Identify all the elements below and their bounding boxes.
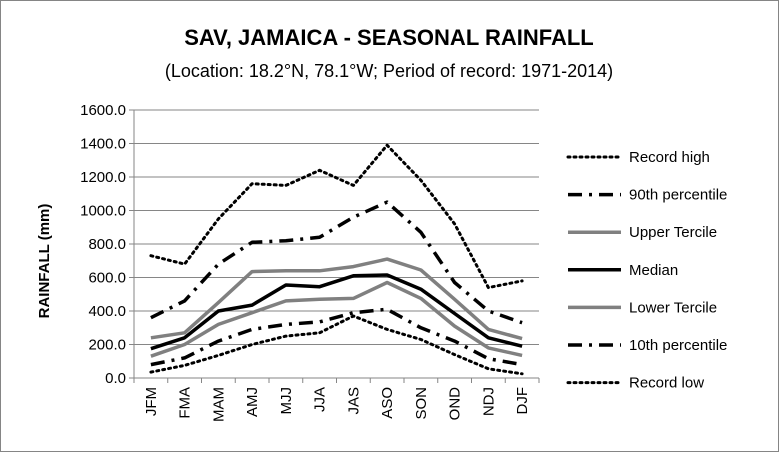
series-line-median — [150, 273, 523, 351]
series-line-record-high — [149, 143, 524, 290]
chart-subtitle: (Location: 18.2°N, 78.1°W; Period of rec… — [165, 61, 613, 81]
y-tick-label: 800.0 — [88, 236, 126, 253]
x-tick-label: JAS — [345, 387, 362, 415]
y-tick-label: 200.0 — [88, 337, 126, 354]
y-tick-label: 1000.0 — [80, 203, 126, 220]
x-tick-label: MJJ — [278, 387, 295, 415]
y-tick-label: 1200.0 — [80, 169, 126, 186]
x-tick-label: JFM — [143, 387, 160, 416]
legend-label: Median — [629, 262, 678, 279]
series-line-upper-tercile — [150, 257, 523, 341]
legend-label: 10th percentile — [629, 337, 727, 354]
series-line-10th-percentile — [150, 307, 523, 367]
legend-label: Lower Tercile — [629, 299, 717, 316]
x-tick-label: NDJ — [480, 387, 497, 416]
y-tick-label: 0.0 — [105, 370, 126, 387]
x-tick-label: SON — [413, 387, 430, 420]
legend-label: Upper Tercile — [629, 224, 717, 241]
x-tick-label: MAM — [210, 387, 227, 422]
y-tick-label: 400.0 — [88, 303, 126, 320]
series-line-record-low — [149, 314, 524, 376]
series-line-90th-percentile — [150, 200, 523, 325]
legend-label: Record high — [629, 149, 710, 166]
x-tick-label: AMJ — [244, 387, 261, 417]
series-lines — [149, 143, 524, 376]
x-tick-label: OND — [447, 387, 464, 421]
chart-title: SAV, JAMAICA - SEASONAL RAINFALL — [184, 25, 593, 50]
x-tick-label: JJA — [312, 387, 329, 412]
legend-label: 90th percentile — [629, 187, 727, 204]
y-axis-label: RAINFALL (mm) — [36, 204, 53, 319]
y-tick-label: 600.0 — [88, 270, 126, 287]
legend: Record high 90th percentile Upper Tercile M… — [566, 149, 727, 392]
gridlines — [134, 109, 539, 345]
x-tick-label: FMA — [177, 387, 194, 419]
y-tick-label: 1600.0 — [80, 102, 126, 119]
axes: 0.0 200.0 400.0 600.0 800.0 1000.0 1200.0 1400.… — [80, 102, 540, 422]
legend-label: Record low — [629, 375, 704, 392]
x-tick-label: DJF — [514, 387, 531, 415]
x-tick-label: ASO — [379, 387, 396, 419]
y-tick-label: 1400.0 — [80, 136, 126, 153]
series-line-lower-tercile — [150, 280, 523, 358]
